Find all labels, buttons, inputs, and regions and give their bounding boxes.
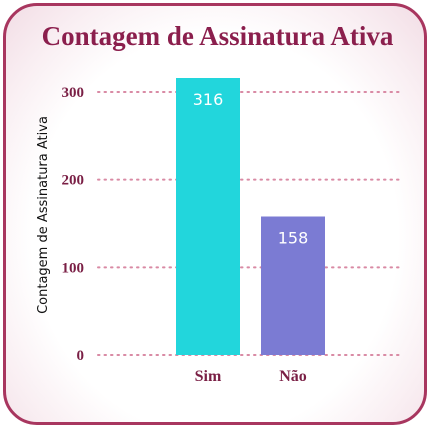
x-category-label: Sim — [195, 368, 222, 385]
y-axis-label: Contagem de Assinatura Ativa — [36, 116, 51, 314]
data-label: 316 — [193, 90, 224, 109]
data-label: 158 — [278, 229, 309, 248]
x-category-labels: Sim Não — [195, 368, 307, 385]
y-tick-labels: 0 100 200 300 — [62, 85, 85, 364]
bar-nao — [261, 216, 325, 355]
y-tick-label: 200 — [62, 173, 85, 189]
grid-lines — [97, 91, 403, 356]
y-tick-label: 0 — [77, 348, 85, 364]
bars: 316 158 — [176, 78, 325, 355]
x-category-label: Não — [279, 368, 307, 385]
chart-title: Contagem de Assinatura Ativa — [41, 21, 394, 51]
y-tick-label: 100 — [62, 260, 85, 276]
bar-sim — [176, 78, 240, 355]
y-tick-label: 300 — [62, 85, 85, 101]
